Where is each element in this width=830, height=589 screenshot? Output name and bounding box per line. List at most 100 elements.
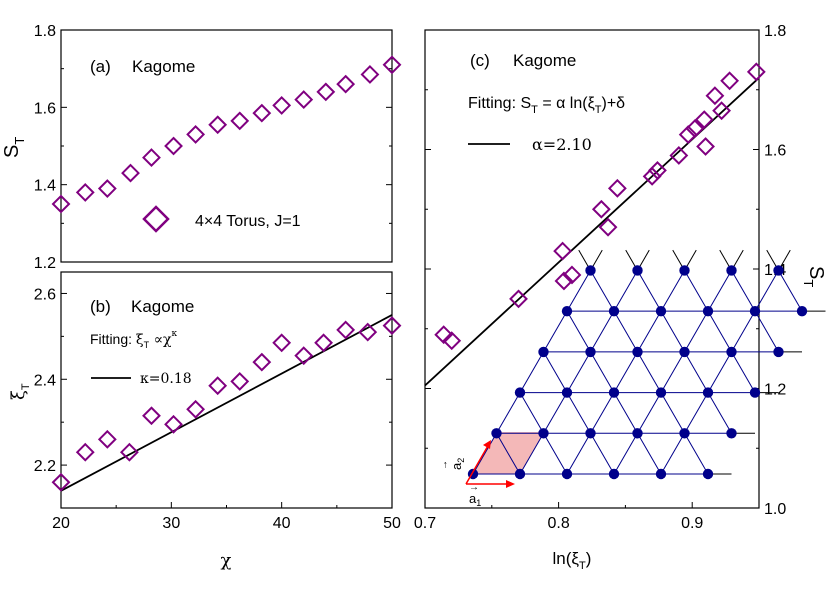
data-point bbox=[186, 124, 206, 144]
lattice-bond bbox=[637, 351, 662, 393]
x-tick-label: 30 bbox=[162, 515, 180, 532]
lattice-site bbox=[585, 428, 596, 439]
data-point bbox=[696, 137, 715, 156]
lattice-bond bbox=[613, 433, 638, 475]
panel-a: 1.2 1.4 1.6 1.8 (a) Kagome 4×4 Torus, J=1 S… bbox=[1, 23, 402, 272]
lattice-site bbox=[514, 468, 526, 480]
lattice-site bbox=[749, 305, 761, 317]
panel-b-xlabel: χ bbox=[221, 550, 232, 571]
panel-b-title: Kagome bbox=[131, 297, 194, 316]
y-tick-label: 2.4 bbox=[34, 372, 56, 389]
data-point bbox=[358, 322, 378, 342]
lattice-site bbox=[585, 346, 596, 358]
data-point bbox=[382, 316, 402, 336]
data-point bbox=[97, 429, 117, 449]
lattice-bond bbox=[566, 351, 591, 393]
lattice-site bbox=[632, 265, 643, 276]
panel-c-x-ticks: 0.7 0.8 0.9 bbox=[414, 502, 703, 532]
lattice-bond bbox=[613, 392, 638, 434]
lattice-bond bbox=[684, 351, 709, 393]
data-point bbox=[360, 65, 380, 84]
lattice-site bbox=[538, 428, 549, 439]
lattice-bond bbox=[637, 270, 662, 312]
lattice-site bbox=[702, 387, 714, 398]
lattice-site bbox=[608, 387, 620, 398]
panel-c-label: (c) bbox=[470, 51, 490, 70]
lattice-site bbox=[491, 428, 502, 439]
lattice-bond bbox=[543, 392, 568, 434]
data-point bbox=[562, 265, 582, 285]
y-tick-label: 1.0 bbox=[764, 501, 786, 518]
lattice-bond bbox=[590, 270, 615, 312]
lattice-bond bbox=[754, 310, 779, 353]
lattice-site bbox=[726, 346, 737, 358]
lattice-site bbox=[561, 468, 573, 480]
lattice-bond bbox=[660, 310, 685, 353]
lattice-bond bbox=[778, 270, 803, 312]
data-point bbox=[705, 86, 725, 106]
data-point bbox=[186, 399, 206, 419]
data-point bbox=[720, 71, 740, 91]
lattice-bond bbox=[613, 310, 638, 353]
lattice-bond bbox=[731, 351, 756, 393]
lattice-site bbox=[679, 428, 690, 439]
y-tick-label: 1.8 bbox=[764, 23, 786, 40]
lattice-site bbox=[608, 305, 620, 317]
data-point bbox=[208, 376, 228, 396]
data-point bbox=[142, 406, 161, 426]
lattice-bond bbox=[754, 270, 779, 312]
vector-a2-label: a2 bbox=[449, 458, 466, 470]
data-point bbox=[607, 178, 627, 198]
panel-a-legend-marker bbox=[142, 205, 170, 233]
panel-b-x-ticks: 20 30 40 50 bbox=[52, 502, 401, 532]
y-tick-label: 1.2 bbox=[764, 382, 786, 399]
kagome-lattice-inset: a1 → a2 → bbox=[439, 249, 826, 508]
data-point bbox=[442, 331, 462, 351]
lattice-bond bbox=[637, 310, 662, 353]
lattice-bond bbox=[707, 351, 732, 393]
lattice-bond bbox=[590, 392, 615, 434]
data-point bbox=[642, 166, 662, 186]
data-point bbox=[746, 62, 766, 82]
panel-a-y-ticks: 1.2 1.4 1.6 1.8 bbox=[34, 23, 392, 272]
vector-a2-arrow bbox=[465, 443, 490, 485]
lattice-bond bbox=[731, 310, 756, 353]
data-point bbox=[121, 163, 140, 183]
data-point bbox=[272, 95, 292, 115]
data-point bbox=[252, 352, 272, 372]
data-point bbox=[694, 110, 714, 130]
lattice-bond bbox=[660, 351, 685, 393]
lattice-site bbox=[632, 346, 643, 358]
lattice-site bbox=[655, 468, 667, 480]
panel-a-label: (a) bbox=[90, 57, 111, 76]
lattice-bond bbox=[590, 310, 615, 353]
data-point bbox=[164, 136, 183, 156]
lattice-bond bbox=[566, 433, 591, 475]
data-point bbox=[272, 333, 292, 353]
lattice-bond bbox=[566, 310, 591, 353]
lattice-site bbox=[538, 346, 549, 358]
lattice-site bbox=[702, 468, 714, 480]
x-tick-label: 40 bbox=[273, 515, 291, 532]
vector-a1-overarrow: → bbox=[469, 482, 479, 493]
vector-a2-arrowhead bbox=[483, 440, 491, 449]
data-point bbox=[51, 472, 71, 492]
lattice-bond bbox=[590, 433, 615, 475]
x-tick-label: 50 bbox=[383, 515, 401, 532]
lattice-site bbox=[632, 428, 643, 439]
lattice-site bbox=[679, 265, 690, 276]
vector-a1-arrowhead bbox=[506, 480, 515, 488]
lattice-site bbox=[773, 265, 784, 276]
lattice-site bbox=[561, 305, 573, 317]
lattice-site bbox=[796, 305, 808, 317]
lattice-bond bbox=[707, 310, 732, 353]
lattice-bond bbox=[637, 392, 662, 434]
lattice-bond bbox=[707, 392, 732, 434]
lattice-bond bbox=[684, 270, 709, 312]
data-point bbox=[591, 199, 611, 219]
y-tick-label: 1.4 bbox=[34, 178, 56, 195]
data-point bbox=[208, 115, 228, 135]
panel-c: 1.01.21.41.61.8 0.70.80.9 (c) Kagome Fit… bbox=[414, 23, 827, 572]
lattice-bond bbox=[660, 433, 685, 475]
